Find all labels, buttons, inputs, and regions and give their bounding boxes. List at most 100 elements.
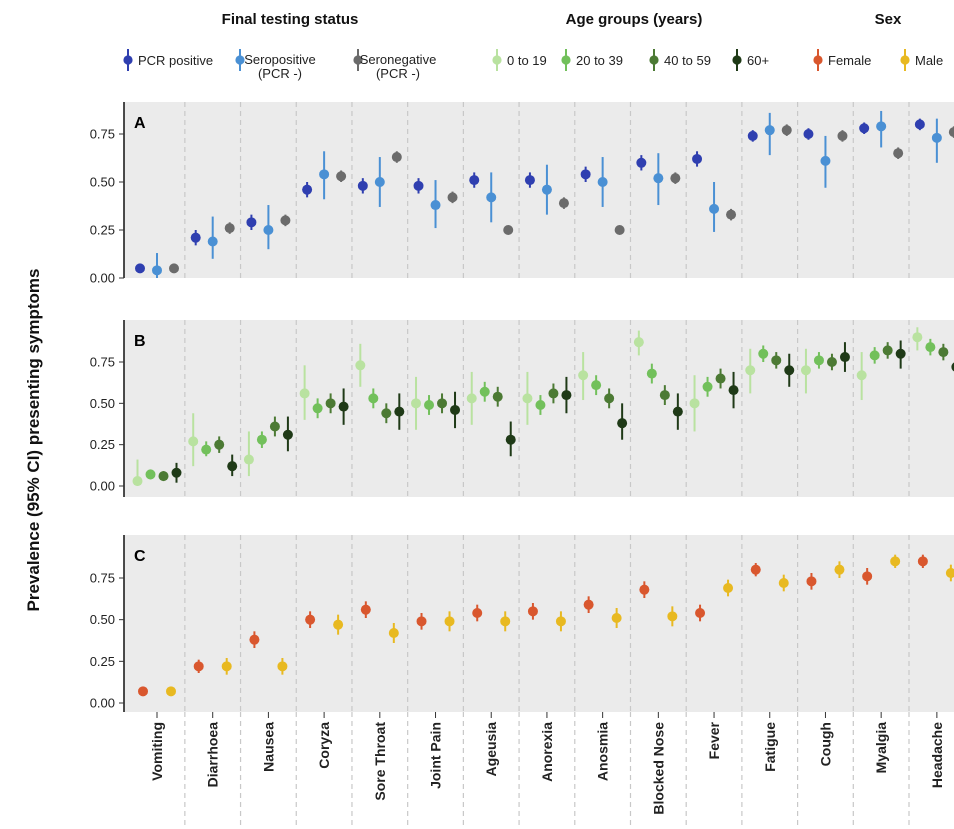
data-point (138, 686, 148, 697)
x-category-label: Blocked Nose (650, 722, 666, 815)
x-axis-category-labels: Vomiting Diarrhoea Nausea Coryza Sore Throat… (149, 712, 945, 829)
legend-key-dot (813, 55, 823, 65)
data-point (221, 661, 232, 672)
data-point (188, 436, 199, 447)
data-point (745, 365, 756, 376)
panels: 0.000.250.500.75A0.000.250.500.75B0.000.… (90, 102, 954, 712)
legend-key-dot (561, 55, 571, 65)
legend-key-dot (353, 55, 363, 65)
data-point (305, 614, 316, 625)
x-category-label: Fever (706, 721, 722, 759)
data-point (611, 613, 622, 623)
data-point (702, 381, 713, 392)
data-point (558, 198, 569, 209)
data-point (806, 576, 817, 587)
data-point (413, 180, 424, 191)
data-point (938, 347, 949, 358)
legend-label: 0 to 19 (507, 53, 547, 68)
data-point (561, 390, 572, 401)
data-point (945, 568, 954, 578)
data-point (249, 634, 260, 645)
series (145, 338, 936, 480)
data-point (535, 399, 546, 410)
data-point (280, 215, 291, 226)
legend-entry: Seronegative(PCR -) (353, 49, 436, 81)
data-point (636, 157, 647, 168)
data-point (839, 352, 850, 363)
data-point (319, 169, 330, 180)
data-point (145, 469, 156, 480)
data-point (771, 355, 782, 366)
data-point (597, 177, 608, 187)
data-point (193, 661, 204, 672)
data-point (503, 225, 514, 235)
y-tick-label: 0.00 (90, 479, 115, 494)
data-point (895, 348, 906, 359)
data-point (169, 263, 179, 274)
data-point (548, 388, 559, 399)
data-point (338, 401, 349, 412)
data-point (862, 571, 873, 582)
x-category-label: Fatigue (762, 722, 778, 772)
y-tick-label: 0.75 (90, 571, 115, 586)
x-category-label: Anosmia (595, 722, 611, 781)
data-point (604, 393, 615, 404)
data-point (715, 373, 726, 384)
panel-background (124, 102, 954, 278)
data-point (207, 236, 218, 247)
data-point (750, 564, 761, 575)
data-point (639, 584, 650, 595)
data-point (282, 429, 293, 440)
data-point (158, 471, 169, 482)
data-point (444, 616, 455, 627)
legend-label: Seropositive (244, 52, 316, 67)
y-tick-label: 0.50 (90, 175, 115, 190)
data-point (723, 583, 734, 593)
data-point (813, 355, 824, 366)
data-point (466, 393, 477, 404)
legend-label: Male (915, 53, 943, 68)
data-point (617, 418, 628, 429)
data-point (246, 217, 257, 228)
legend-entry: 60+ (732, 49, 769, 71)
data-point (834, 564, 845, 575)
legend-key-dot (649, 55, 659, 65)
data-point (931, 132, 942, 143)
data-point (856, 370, 867, 381)
data-point (667, 611, 678, 622)
data-point (646, 368, 657, 379)
data-point (764, 125, 775, 136)
data-point (820, 155, 831, 166)
y-tick-label: 0.50 (90, 396, 115, 411)
data-point (925, 342, 936, 353)
legend-key-dot (900, 55, 910, 65)
panel-a: 0.00 0.25 0.50 0.75 A (90, 102, 954, 286)
data-point (505, 434, 516, 445)
data-point (800, 365, 811, 376)
y-tick-label: 0.50 (90, 612, 115, 627)
legend-entry: Seropositive(PCR -) (235, 49, 316, 81)
data-point (190, 232, 201, 243)
data-point (277, 661, 288, 672)
data-point (416, 616, 427, 627)
legend-label: 40 to 59 (664, 53, 711, 68)
y-tick-label: 0.75 (90, 355, 115, 370)
data-point (914, 119, 925, 130)
data-point (224, 223, 235, 234)
x-category-label: Headache (929, 722, 945, 788)
x-category-label: Diarrhoea (205, 722, 221, 788)
x-category-label: Myalgia (873, 722, 889, 774)
legend-key-dot (235, 55, 245, 65)
data-point (591, 380, 602, 391)
legend-key-dot (732, 55, 742, 65)
data-point (890, 556, 901, 567)
legend-key-dot (492, 55, 502, 65)
data-point (555, 616, 566, 627)
panel-b: 0.00 0.25 0.50 0.75 B (90, 320, 954, 497)
data-point (778, 578, 789, 588)
data-point (692, 153, 703, 164)
data-point (368, 393, 379, 404)
data-point (171, 467, 182, 478)
data-point (695, 608, 706, 618)
series (152, 110, 942, 278)
